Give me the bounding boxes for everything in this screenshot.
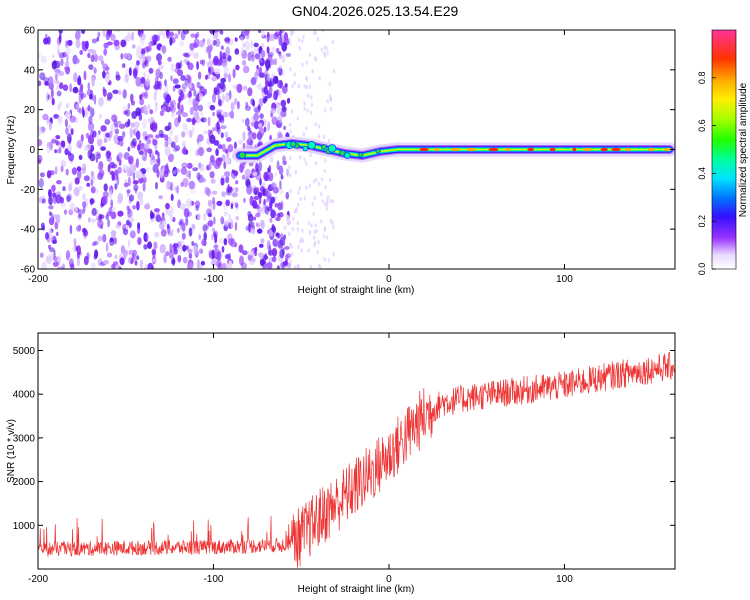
x-tick-label: -200 <box>28 274 48 285</box>
spectrogram-noise <box>38 30 336 269</box>
spectrogram-y-label: Frequency (Hz) <box>6 116 17 185</box>
x-tick-label: 100 <box>556 574 573 585</box>
snr-x-label: Height of straight line (km) <box>298 584 415 595</box>
y-tick-label: 0 <box>29 145 35 156</box>
snr-x-axis: -200 -100 0 100 <box>28 333 573 585</box>
y-tick-label: 4000 <box>13 390 36 401</box>
colorbar-tick-label: 0.0 <box>697 263 707 276</box>
figure-title: GN04.2026.025.13.54.E29 <box>292 3 459 19</box>
spectrogram-x-axis: -200 -100 0 100 <box>28 30 573 285</box>
colorbar-gradient <box>711 29 737 270</box>
spectrogram-y-axis: -60 -40 -20 0 20 40 60 <box>21 26 675 276</box>
y-tick-label: 1000 <box>13 521 36 532</box>
x-tick-label: 0 <box>386 574 392 585</box>
y-tick-label: 20 <box>24 105 36 116</box>
y-tick-label: -20 <box>21 185 36 196</box>
snr-chart: -200 -100 0 100 1000 2000 3000 4000 5000 Height… <box>6 332 676 595</box>
colorbar-tick-label: 0.2 <box>697 215 707 228</box>
colorbar-label: Normalized spectral amplitude <box>738 82 749 217</box>
snr-frame <box>37 332 676 570</box>
snr-line <box>38 351 675 568</box>
colorbar-ticks: 0.0 0.2 0.4 0.6 0.8 <box>697 72 716 276</box>
x-tick-label: -100 <box>203 274 223 285</box>
spectrogram-x-label: Height of straight line (km) <box>298 285 415 296</box>
snr-y-axis: 1000 2000 3000 4000 5000 <box>13 346 675 532</box>
signal-trace <box>232 136 675 163</box>
snr-y-label: SNR (10 * v/v) <box>6 419 17 483</box>
y-tick-label: 3000 <box>13 433 36 444</box>
x-tick-label: -100 <box>203 574 223 585</box>
x-tick-label: 100 <box>556 274 573 285</box>
y-tick-label: 5000 <box>13 346 36 357</box>
colorbar-tick-label: 0.8 <box>697 72 707 85</box>
y-tick-label: 2000 <box>13 477 36 488</box>
x-tick-label: 0 <box>386 274 392 285</box>
y-tick-label: -60 <box>21 265 36 276</box>
colorbar-tick-label: 0.4 <box>697 167 707 180</box>
x-tick-label: -200 <box>28 574 48 585</box>
y-tick-label: -40 <box>21 225 36 236</box>
y-tick-label: 40 <box>24 65 36 76</box>
colorbar-tick-label: 0.6 <box>697 119 707 132</box>
colorbar: 0.0 0.2 0.4 0.6 0.8 Normalized spectral ampl… <box>697 29 749 276</box>
y-tick-label: 60 <box>24 26 36 37</box>
